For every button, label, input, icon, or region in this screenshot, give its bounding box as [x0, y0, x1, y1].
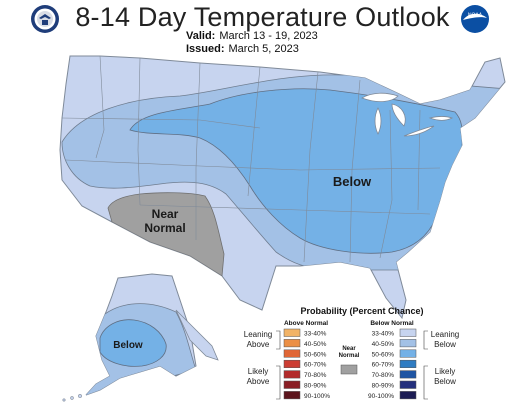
legend-above-swatch-0	[283, 328, 301, 337]
below-label-conus: Below	[333, 174, 372, 189]
legend-below-range-label-1: 40-50%	[372, 341, 395, 348]
legend-above-range-label-3: 60-70%	[304, 362, 327, 369]
valid-label: Valid:	[186, 30, 216, 42]
legend-above-swatch-2	[283, 349, 301, 358]
alaska-below-50-60-zone	[99, 319, 167, 367]
below-label-alaska: Below	[113, 340, 143, 351]
leaning-above-line1: Leaning	[244, 330, 272, 339]
legend-brackets	[276, 330, 428, 400]
issued-date: March 5, 2023	[228, 43, 299, 55]
legend-below-swatch-5	[399, 380, 417, 389]
noaa-logo-text: NOAA	[468, 13, 483, 19]
legend-below-range-label-4: 70-80%	[372, 372, 395, 379]
legend-below-swatch-1	[399, 339, 417, 348]
legend-below-swatch-4	[399, 370, 417, 379]
legend-title: Probability (Percent Chance)	[300, 306, 423, 316]
likely-above-line1: Likely	[248, 367, 268, 376]
legend-above-swatch-4	[283, 370, 301, 379]
legend-below-range-label-2: 50-60%	[372, 351, 395, 358]
alaska-panhandle	[175, 309, 219, 361]
legend-below-swatches: 33-40% 40-50% 50-60% 60-70% 70-80% 80-90% 90-1…	[368, 328, 417, 400]
great-lakes	[361, 92, 454, 137]
lake-erie	[403, 125, 435, 137]
legend-above-swatch-6	[283, 391, 301, 400]
likely-below-line2: Below	[434, 377, 456, 386]
legend-below-swatch-2	[399, 349, 417, 358]
lake-michigan	[374, 107, 382, 135]
legend-above-swatches: 33-40% 40-50% 50-60% 60-70% 70-80% 80-90% 90-1…	[283, 328, 330, 400]
aleutian-islands	[62, 394, 82, 402]
legend-above-swatch-5	[283, 380, 301, 389]
legend-below-range-label-5: 80-90%	[372, 383, 395, 390]
page-title: 8-14 Day Temperature Outlook	[75, 2, 450, 32]
legend-near-normal-swatch	[340, 364, 358, 375]
legend-below-swatch-3	[399, 359, 417, 368]
legend-above-range-label-6: 90-100%	[304, 393, 330, 400]
lake-ontario	[428, 116, 454, 121]
probability-legend: Probability (Percent Chance) Above Norma…	[244, 306, 459, 400]
noaa-logo: NOAA	[461, 5, 489, 33]
issued-date-line: Issued: March 5, 2023	[186, 43, 299, 55]
legend-below-swatch-0	[399, 328, 417, 337]
legend-above-header: Above Normal	[284, 320, 328, 327]
leaning-below-line1: Leaning	[431, 330, 459, 339]
department-of-commerce-seal	[31, 5, 59, 33]
near-normal-label-line2: Normal	[144, 221, 185, 235]
legend-below-range-label-3: 60-70%	[372, 362, 395, 369]
legend-above-swatch-3	[283, 359, 301, 368]
legend-above-swatch-1	[283, 339, 301, 348]
legend-above-range-label-5: 80-90%	[304, 383, 327, 390]
legend-above-range-label-4: 70-80%	[304, 372, 327, 379]
legend-near-header-line1: Near	[342, 346, 356, 352]
lake-superior	[361, 92, 399, 102]
likely-below-line1: Likely	[435, 367, 455, 376]
legend-above-range-label-1: 40-50%	[304, 341, 327, 348]
legend-above-range-label-2: 50-60%	[304, 351, 327, 358]
legend-below-header: Below Normal	[370, 320, 414, 327]
valid-dates-line: Valid: March 13 - 19, 2023	[186, 30, 318, 42]
legend-below-swatch-6	[399, 391, 417, 400]
legend-below-range-label-0: 33-40%	[372, 331, 395, 338]
issued-label: Issued:	[186, 43, 225, 55]
leaning-above-line2: Above	[247, 340, 270, 349]
near-normal-zone	[107, 192, 225, 277]
legend-above-range-label-0: 33-40%	[304, 331, 327, 338]
lake-huron	[391, 103, 406, 127]
legend-below-range-label-6: 90-100%	[368, 393, 394, 400]
legend-near-header-line2: Normal	[339, 353, 360, 359]
state-boundaries	[61, 56, 441, 263]
leaning-below-line2: Below	[434, 340, 456, 349]
near-normal-label-line1: Near	[152, 207, 179, 221]
likely-above-line2: Above	[247, 377, 270, 386]
valid-dates: March 13 - 19, 2023	[219, 30, 318, 42]
